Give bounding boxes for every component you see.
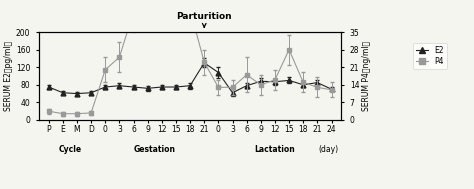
Text: Lactation: Lactation	[255, 145, 295, 154]
Text: (day): (day)	[319, 145, 339, 154]
Text: Gestation: Gestation	[134, 145, 176, 154]
Legend: E2, P4: E2, P4	[413, 43, 447, 69]
Text: Cycle: Cycle	[58, 145, 82, 154]
Y-axis label: SERUM P4（ng/ml）: SERUM P4（ng/ml）	[362, 41, 371, 111]
Text: Parturition: Parturition	[176, 12, 232, 27]
Y-axis label: SERUM E2（pg/ml）: SERUM E2（pg/ml）	[4, 41, 13, 111]
